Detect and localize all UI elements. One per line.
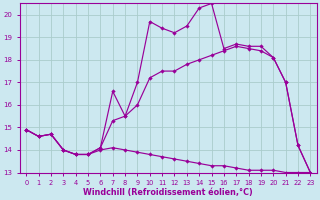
X-axis label: Windchill (Refroidissement éolien,°C): Windchill (Refroidissement éolien,°C): [84, 188, 253, 197]
